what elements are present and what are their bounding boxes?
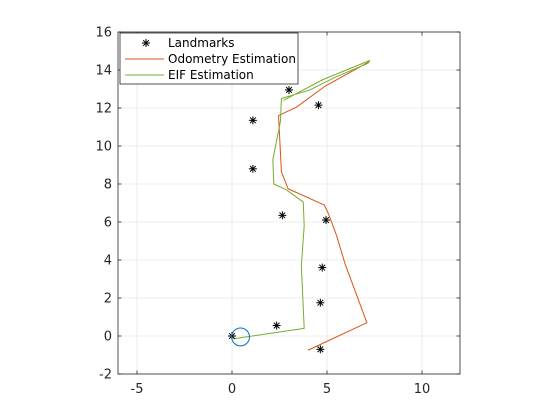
landmark-marker-stroke bbox=[249, 117, 257, 124]
landmark-marker-stroke bbox=[315, 101, 322, 109]
landmark-marker bbox=[278, 211, 287, 220]
series-layer bbox=[232, 60, 371, 351]
landmark-marker bbox=[318, 263, 327, 272]
legend-item-landmarks-marker-stroke bbox=[142, 39, 150, 47]
landmark-layer bbox=[228, 85, 331, 354]
landmark-marker bbox=[248, 116, 257, 125]
robot-layer bbox=[231, 327, 250, 347]
legend-item-landmarks-label: Landmarks bbox=[168, 36, 234, 50]
y-tick-label: 8 bbox=[104, 178, 112, 193]
landmark-marker-stroke bbox=[322, 216, 330, 224]
eif-line bbox=[232, 60, 371, 340]
y-tick-label: 6 bbox=[104, 216, 112, 231]
landmark-marker bbox=[285, 85, 293, 94]
y-tick-label: 14 bbox=[95, 64, 112, 79]
x-tick-label: -5 bbox=[131, 382, 144, 397]
robot-pose-circle bbox=[231, 327, 250, 347]
landmark-marker bbox=[314, 101, 323, 110]
y-tick-label: 10 bbox=[95, 140, 112, 155]
odometry-line bbox=[278, 61, 370, 351]
y-tick-label: 2 bbox=[104, 292, 112, 307]
y-tick-label: 16 bbox=[95, 26, 112, 41]
landmark-marker-stroke bbox=[273, 322, 280, 329]
landmark-marker-stroke bbox=[317, 299, 324, 306]
landmark-marker bbox=[316, 345, 325, 354]
axes: -5 0 5 10 -2 0 2 4 6 8 10 12 14 16 bbox=[95, 26, 460, 397]
plot-frame bbox=[117, 31, 461, 375]
landmark-marker-stroke bbox=[317, 346, 324, 353]
y-tick-label: 4 bbox=[104, 254, 112, 269]
landmark-marker bbox=[322, 216, 331, 225]
x-tick-label: 10 bbox=[414, 382, 431, 397]
x-tick-label: 0 bbox=[228, 382, 236, 397]
landmark-marker bbox=[316, 298, 325, 307]
legend-item-odometry-label: Odometry Estimation bbox=[168, 52, 296, 66]
landmark-marker-stroke bbox=[249, 165, 257, 172]
legend-item-eif-label: EIF Estimation bbox=[168, 68, 254, 82]
y-tick-label: -2 bbox=[99, 368, 112, 383]
y-tick-label: 0 bbox=[104, 330, 112, 345]
landmark-marker bbox=[272, 321, 281, 330]
legend: Landmarks Odometry Estimation EIF Estimati… bbox=[119, 32, 299, 85]
landmark-marker-stroke bbox=[319, 264, 326, 271]
landmark-marker bbox=[248, 164, 257, 173]
legend-item-landmarks-marker bbox=[142, 39, 150, 47]
landmark-marker-stroke bbox=[279, 212, 286, 219]
y-tick-label: 12 bbox=[95, 102, 112, 117]
landmark-marker-stroke bbox=[285, 86, 293, 94]
x-tick-label: 5 bbox=[323, 382, 331, 397]
